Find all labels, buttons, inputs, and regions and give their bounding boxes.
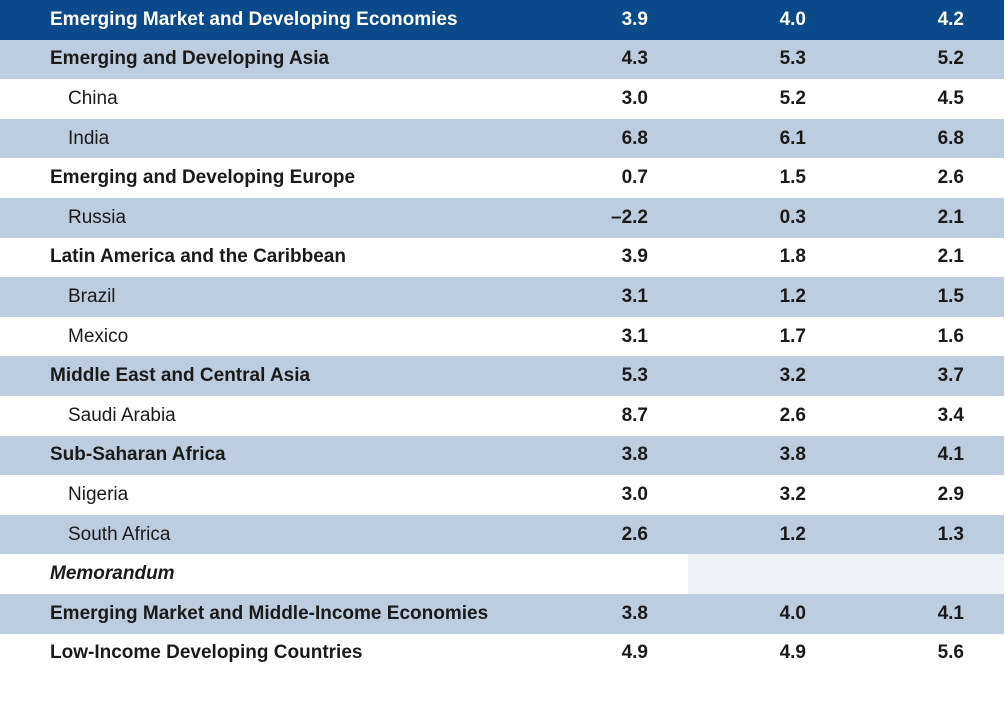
value-cell: 1.5	[846, 277, 1004, 317]
value-cell: 5.2	[846, 40, 1004, 80]
table-row: Memorandum	[0, 554, 1005, 594]
value-cell: 3.8	[530, 594, 688, 634]
row-label: Nigeria	[0, 475, 530, 515]
value-cell: 4.3	[530, 40, 688, 80]
row-label: Emerging and Developing Europe	[0, 158, 530, 198]
value-cell: 4.1	[846, 436, 1004, 476]
value-cell: 1.3	[846, 515, 1004, 555]
value-cell: 3.9	[530, 238, 688, 278]
value-cell: 4.2	[846, 0, 1004, 40]
value-cell: 6.8	[846, 119, 1004, 159]
value-cell: 1.2	[688, 277, 846, 317]
value-cell: 1.7	[688, 317, 846, 357]
row-label: Emerging Market and Developing Economies	[0, 0, 530, 40]
value-cell: 2.1	[846, 238, 1004, 278]
table-row: Emerging Market and Developing Economies…	[0, 0, 1005, 40]
row-label: Emerging and Developing Asia	[0, 40, 530, 80]
row-label: China	[0, 79, 530, 119]
value-cell: 3.2	[688, 475, 846, 515]
value-cell: 3.1	[530, 277, 688, 317]
value-cell: 4.9	[530, 634, 688, 674]
value-cell: 5.3	[530, 356, 688, 396]
row-label: India	[0, 119, 530, 159]
row-label: Russia	[0, 198, 530, 238]
value-cell: 3.0	[530, 475, 688, 515]
table-row: Emerging and Developing Asia4.35.35.2	[0, 40, 1005, 80]
value-cell: 2.1	[846, 198, 1004, 238]
row-label: Brazil	[0, 277, 530, 317]
value-cell: 1.6	[846, 317, 1004, 357]
table-row: Latin America and the Caribbean3.91.82.1	[0, 238, 1005, 278]
row-label: Latin America and the Caribbean	[0, 238, 530, 278]
value-cell: 4.1	[846, 594, 1004, 634]
value-cell	[530, 554, 688, 594]
value-cell	[846, 554, 1004, 594]
value-cell: 0.7	[530, 158, 688, 198]
value-cell: 2.6	[688, 396, 846, 436]
value-cell: 5.2	[688, 79, 846, 119]
value-cell	[688, 554, 846, 594]
table-row: Sub-Saharan Africa3.83.84.1	[0, 436, 1005, 476]
table-row: India6.86.16.8	[0, 119, 1005, 159]
value-cell: 2.6	[846, 158, 1004, 198]
row-label: Saudi Arabia	[0, 396, 530, 436]
table-row: Emerging and Developing Europe0.71.52.6	[0, 158, 1005, 198]
row-label: Emerging Market and Middle-Income Econom…	[0, 594, 530, 634]
value-cell: 0.3	[688, 198, 846, 238]
value-cell: 4.0	[688, 0, 846, 40]
value-cell: 6.8	[530, 119, 688, 159]
value-cell: 4.9	[688, 634, 846, 674]
value-cell: 8.7	[530, 396, 688, 436]
row-label: Sub-Saharan Africa	[0, 436, 530, 476]
value-cell: 4.0	[688, 594, 846, 634]
value-cell: 5.3	[688, 40, 846, 80]
table-row: Brazil3.11.21.5	[0, 277, 1005, 317]
row-label: Low-Income Developing Countries	[0, 634, 530, 674]
table-row: Russia–2.20.32.1	[0, 198, 1005, 238]
value-cell: 3.8	[688, 436, 846, 476]
table-row: Saudi Arabia8.72.63.4	[0, 396, 1005, 436]
value-cell: 3.2	[688, 356, 846, 396]
table-row: Middle East and Central Asia5.33.23.7	[0, 356, 1005, 396]
value-cell: 3.9	[530, 0, 688, 40]
value-cell: 3.4	[846, 396, 1004, 436]
value-cell: 2.9	[846, 475, 1004, 515]
value-cell: 3.7	[846, 356, 1004, 396]
row-label: Memorandum	[0, 554, 530, 594]
table-row: Nigeria3.03.22.9	[0, 475, 1005, 515]
economic-data-table: Emerging Market and Developing Economies…	[0, 0, 1005, 673]
row-label: South Africa	[0, 515, 530, 555]
value-cell: –2.2	[530, 198, 688, 238]
value-cell: 4.5	[846, 79, 1004, 119]
value-cell: 6.1	[688, 119, 846, 159]
table-row: China3.05.24.5	[0, 79, 1005, 119]
table-row: Low-Income Developing Countries4.94.95.6	[0, 634, 1005, 674]
table-row: Emerging Market and Middle-Income Econom…	[0, 594, 1005, 634]
value-cell: 3.0	[530, 79, 688, 119]
table-row: Mexico3.11.71.6	[0, 317, 1005, 357]
value-cell: 3.1	[530, 317, 688, 357]
table-row: South Africa2.61.21.3	[0, 515, 1005, 555]
row-label: Mexico	[0, 317, 530, 357]
value-cell: 2.6	[530, 515, 688, 555]
value-cell: 1.5	[688, 158, 846, 198]
value-cell: 1.2	[688, 515, 846, 555]
value-cell: 1.8	[688, 238, 846, 278]
row-label: Middle East and Central Asia	[0, 356, 530, 396]
value-cell: 5.6	[846, 634, 1004, 674]
value-cell: 3.8	[530, 436, 688, 476]
